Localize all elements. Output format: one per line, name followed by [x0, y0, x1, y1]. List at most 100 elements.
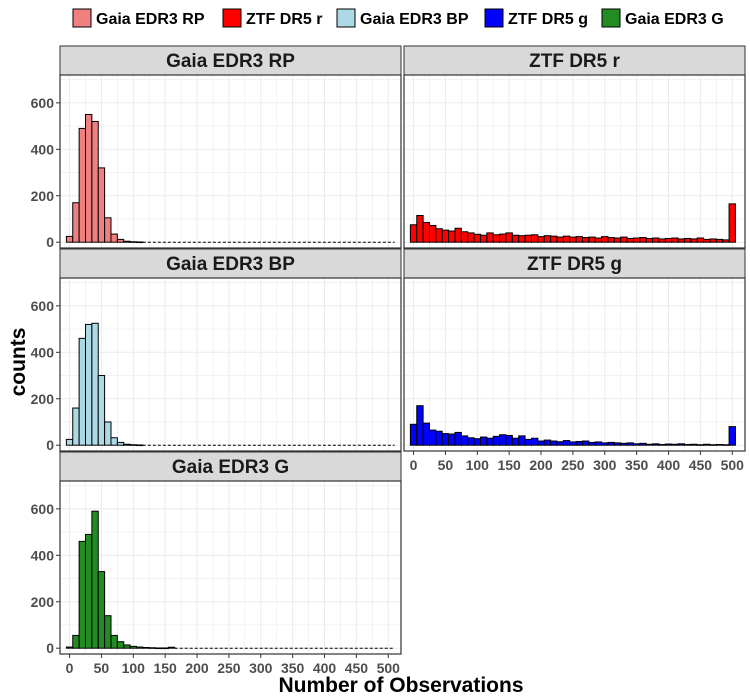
histogram-bar: [639, 237, 647, 243]
histogram-bar: [639, 442, 647, 446]
legend-item-gaia-rp: Gaia EDR3 RP: [72, 8, 205, 28]
x-tick-label: 150: [497, 457, 521, 473]
histogram-bar: [703, 443, 711, 446]
y-axis-gaia-edr3-bp: 0 200 400 600: [31, 298, 60, 453]
legend-label-gaia-bp: Gaia EDR3 BP: [360, 11, 469, 28]
legend: Gaia EDR3 RP ZTF DR5 r Gaia EDR3 BP ZTF …: [72, 8, 724, 28]
histogram-bar: [530, 234, 539, 243]
histogram-bar: [511, 234, 520, 243]
histogram-bar: [135, 444, 144, 447]
x-tick-label: 500: [377, 660, 401, 676]
legend-key-gaia-bp: [336, 8, 356, 28]
histogram-bar: [167, 646, 176, 649]
x-tick-label: 0: [410, 457, 418, 473]
histogram-bar: [123, 240, 131, 243]
histogram-bar: [658, 238, 666, 243]
strip-title-ztf-dr5-r: ZTF DR5 r: [529, 51, 620, 72]
histogram-bar: [422, 422, 430, 446]
histogram-bar: [148, 647, 157, 649]
histogram-bar: [473, 438, 481, 446]
histogram-bar: [409, 224, 418, 243]
histogram-bar: [728, 203, 736, 243]
histogram-bar: [91, 510, 99, 649]
histogram-bar: [626, 237, 634, 243]
panel-border-ztf-dr5-r: [403, 74, 746, 249]
histogram-bar: [116, 238, 125, 243]
plot-area-ztf-dr5-r: [404, 75, 745, 248]
histogram-bar: [460, 231, 469, 243]
histogram-bar: [569, 441, 577, 446]
bars-gaia-edr3-rp: [65, 113, 144, 244]
legend-item-gaia-bp: Gaia EDR3 BP: [336, 8, 469, 28]
histogram-bar: [72, 407, 80, 446]
histogram-bar: [161, 647, 169, 650]
histogram-bar: [652, 237, 660, 243]
histogram-bar: [709, 444, 717, 446]
histogram-bar: [428, 224, 437, 243]
x-tick-label: 400: [313, 660, 337, 676]
histogram-bar: [492, 435, 501, 446]
bars-gaia-edr3-bp: [65, 322, 144, 447]
histogram-bar: [569, 236, 577, 243]
histogram-bar: [588, 236, 596, 243]
histogram-bar: [594, 441, 603, 446]
histogram-bar: [155, 647, 163, 650]
histogram-bar: [664, 443, 673, 446]
histogram-bar: [116, 641, 125, 649]
histogram-bar: [467, 232, 475, 243]
strip-title-ztf-dr5-g: ZTF DR5 g: [527, 254, 622, 275]
histogram-bar: [72, 202, 80, 243]
histogram-bar: [78, 337, 86, 446]
histogram-bar: [104, 615, 112, 649]
histogram-bar: [575, 440, 583, 446]
histogram-bar: [620, 442, 628, 446]
histogram-bar: [505, 232, 513, 243]
histogram-bar: [499, 434, 507, 446]
legend-label-ztf-r: ZTF DR5 r: [246, 11, 322, 28]
x-tick-label: 350: [281, 660, 305, 676]
x-tick-label: 150: [153, 660, 177, 676]
histogram-bar: [104, 421, 112, 446]
panel-ztf-dr5-r: ZTF DR5 r: [403, 45, 746, 249]
histogram-bar: [518, 435, 526, 446]
x-tick-label: 450: [689, 457, 713, 473]
histogram-bar: [416, 405, 424, 446]
histogram-bar: [537, 236, 545, 243]
histogram-bar: [588, 441, 596, 446]
histogram-bar: [486, 437, 494, 446]
histogram-bar: [435, 228, 443, 243]
histogram-bar: [435, 430, 443, 446]
strip-ztf-dr5-g: [403, 248, 746, 279]
plot-area-ztf-dr5-g: [404, 278, 745, 451]
histogram-bar: [690, 238, 698, 243]
histogram-bar: [104, 217, 112, 243]
histogram-bar: [696, 444, 705, 446]
histogram-bar: [626, 442, 634, 446]
histogram-bar: [441, 433, 450, 446]
panel-gaia-edr3-g: Gaia EDR3 G 0 200 400 600 0 50 100 150 200 250 300 3…: [31, 451, 402, 676]
histogram-bar: [543, 235, 552, 243]
x-tick-label: 200: [529, 457, 553, 473]
histogram-bar: [645, 237, 654, 243]
strip-title-gaia-edr3-bp: Gaia EDR3 BP: [166, 254, 295, 275]
histogram-bar: [492, 234, 501, 243]
x-tick-label: 400: [657, 457, 681, 473]
histogram-bar: [72, 634, 80, 649]
x-tick-label: 250: [217, 660, 241, 676]
histogram-bar: [728, 426, 736, 446]
x-tick-label: 250: [561, 457, 585, 473]
facet-panels: Gaia EDR3 RP 0 200 400 600 ZTF DR5 r Gaia EDR3…: [31, 45, 746, 676]
histogram-bar: [550, 235, 558, 243]
histogram-bar: [135, 646, 144, 649]
panel-gaia-edr3-rp: Gaia EDR3 RP 0 200 400 600: [31, 45, 402, 250]
histogram-bar: [65, 235, 74, 243]
x-tick-label: 350: [625, 457, 649, 473]
histogram-bar: [524, 438, 532, 446]
histogram-bar: [632, 443, 641, 446]
y-axis-gaia-edr3-rp: 0 200 400 600: [31, 95, 60, 250]
x-tick-label: 200: [185, 660, 209, 676]
x-tick-label: 300: [593, 457, 617, 473]
histogram-bar: [422, 221, 430, 243]
histogram-bar: [129, 645, 137, 649]
histogram-bar: [467, 437, 475, 446]
